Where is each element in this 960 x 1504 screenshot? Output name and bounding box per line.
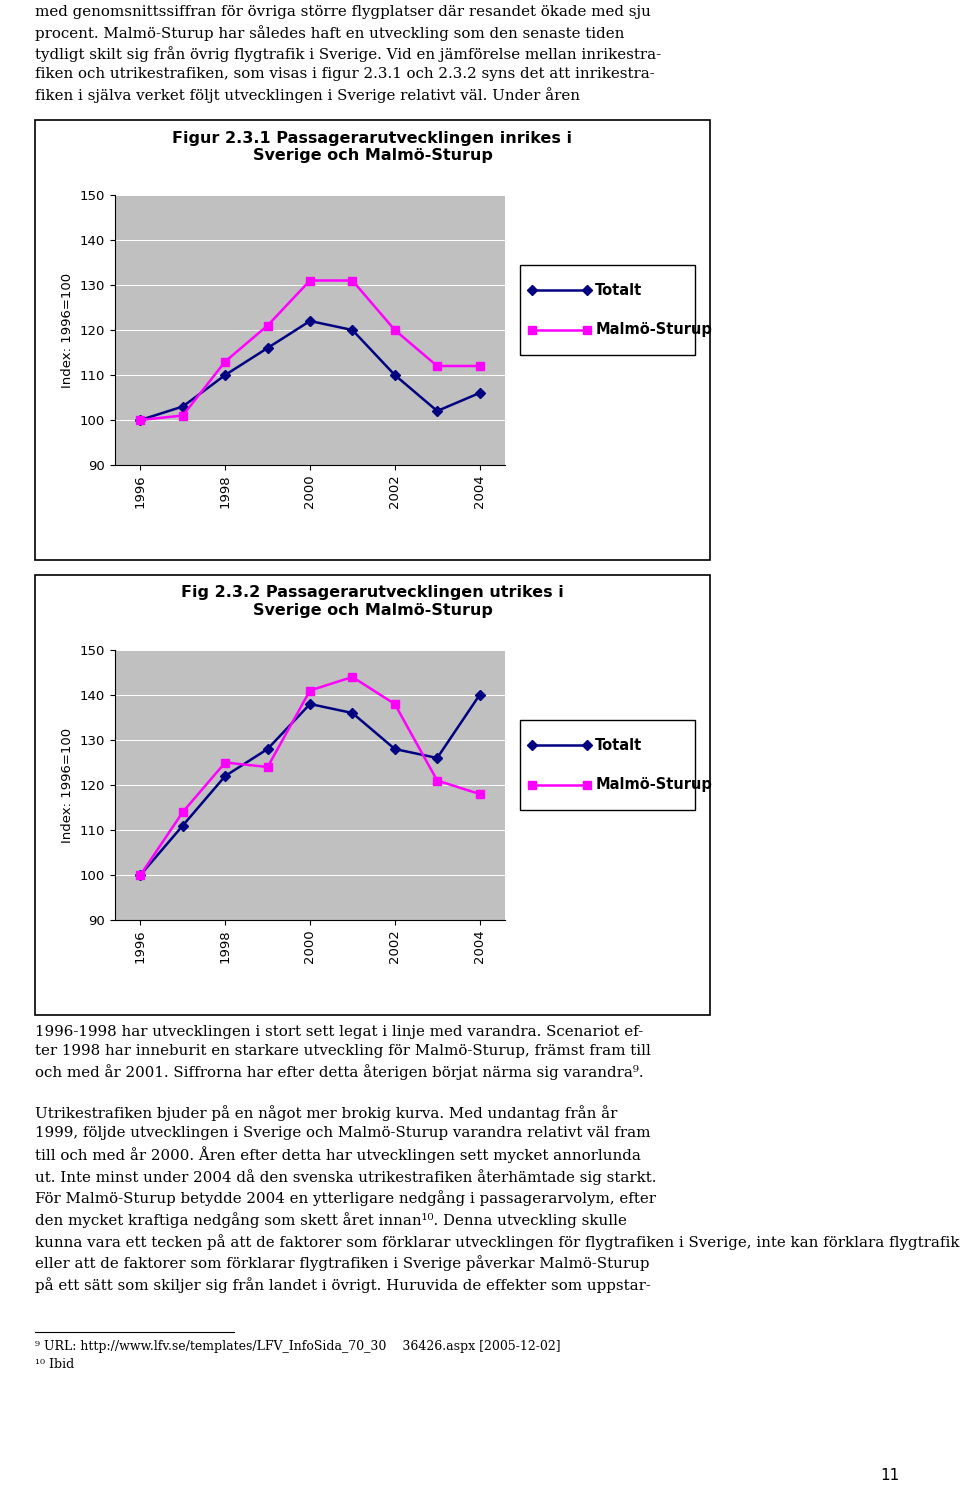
Y-axis label: Index: 1996=100: Index: 1996=100 (61, 272, 74, 388)
Text: Totalt: Totalt (595, 737, 642, 752)
Y-axis label: Index: 1996=100: Index: 1996=100 (61, 728, 74, 842)
Text: med genomsnittssiffran för övriga större flygplatser där resandet ökade med sju
: med genomsnittssiffran för övriga större… (35, 5, 661, 102)
Text: Malmö-Sturup: Malmö-Sturup (595, 322, 712, 337)
Text: Utrikestrafiken bjuder på en något mer brokig kurva. Med undantag från år
1999, : Utrikestrafiken bjuder på en något mer b… (35, 1105, 960, 1293)
Text: Malmö-Sturup: Malmö-Sturup (595, 778, 712, 793)
Text: 1996-1998 har utvecklingen i stort sett legat i linje med varandra. Scenariot ef: 1996-1998 har utvecklingen i stort sett … (35, 1026, 651, 1080)
Text: 11: 11 (880, 1468, 900, 1483)
FancyBboxPatch shape (520, 720, 695, 811)
FancyBboxPatch shape (520, 265, 695, 355)
Text: Fig 2.3.2 Passagerarutvecklingen utrikes i
Sverige och Malmö-Sturup: Fig 2.3.2 Passagerarutvecklingen utrikes… (181, 585, 564, 618)
Text: Totalt: Totalt (595, 283, 642, 298)
Text: ⁹ URL: http://www.lfv.se/templates/LFV_InfoSida_70_30    36426.aspx [2005-12-02]: ⁹ URL: http://www.lfv.se/templates/LFV_I… (35, 1340, 561, 1372)
Text: Figur 2.3.1 Passagerarutvecklingen inrikes i
Sverige och Malmö-Sturup: Figur 2.3.1 Passagerarutvecklingen inrik… (173, 131, 572, 162)
